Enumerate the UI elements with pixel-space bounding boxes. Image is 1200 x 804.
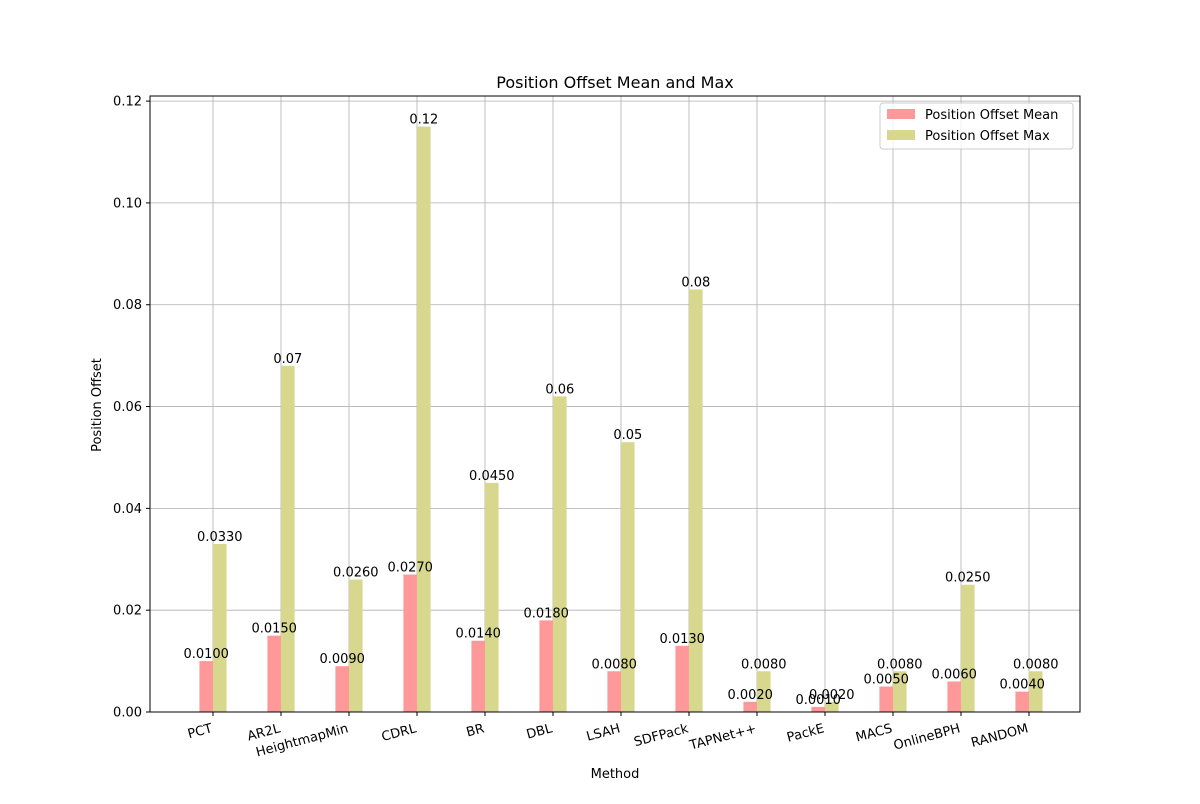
bar-max [689,289,703,712]
bar-mean [471,640,485,712]
bar-max [349,579,363,712]
bar-mean [607,671,621,712]
data-label-max: 0.08 [681,275,710,290]
data-label-mean: 0.0040 [999,678,1045,693]
x-tick-label: BR [465,721,486,740]
data-label-mean: 0.0150 [251,622,297,637]
legend-swatch-max [887,130,915,140]
bar-max [485,482,499,712]
bar-max [757,671,771,712]
plot-frame [149,95,1081,713]
legend-box [879,102,1074,150]
bar-max [1029,671,1043,712]
data-label-max: 0.0020 [809,688,855,703]
data-label-mean: 0.0100 [183,647,229,662]
bar-mean [267,635,281,712]
legend-swatch-mean [887,109,915,119]
y-tick-label: 0.08 [113,298,142,313]
data-label-mean: 0.0020 [727,688,773,703]
y-axis-label: Position Offset [90,358,105,452]
bar-mean [675,645,689,712]
bar-max [213,544,227,712]
y-tick-label: 0.12 [113,95,142,110]
bar-mean [335,666,349,712]
y-tick-label: 0.02 [113,604,142,619]
bar-mean [539,620,553,712]
x-tick-label: PCT [186,721,214,742]
y-tick-label: 0.04 [113,502,142,517]
data-label-max: 0.06 [545,382,574,397]
data-label-mean: 0.0180 [523,606,569,621]
bar-mean [811,706,825,712]
data-label-max: 0.07 [273,352,302,367]
data-label-max: 0.0080 [741,657,787,672]
bar-mean [403,574,417,712]
bar-max [825,701,839,712]
data-label-mean: 0.0060 [931,667,977,682]
data-label-max: 0.0080 [877,657,923,672]
data-label-mean: 0.0130 [659,632,705,647]
legend: Position Offset Mean Position Offset Max [879,102,1074,150]
data-label-max: 0.12 [409,113,438,128]
data-label-mean: 0.0050 [863,673,909,688]
chart-title: Position Offset Mean and Max [496,73,733,92]
data-label-max: 0.05 [613,428,642,443]
data-label-max: 0.0450 [469,469,515,484]
data-label-max: 0.0250 [945,571,991,586]
data-label-mean: 0.0090 [319,652,365,667]
data-label-mean: 0.0010 [795,693,841,708]
bar-max [553,396,567,712]
data-labels: 0.0100 0.0150 0.0090 0.0270 0.0140 0.0180 0.00… [183,113,1058,708]
y-tick-label: 0.06 [113,400,142,415]
bars [199,126,1043,712]
bar-mean [743,701,757,712]
bar-max [281,365,295,712]
data-label-max: 0.0080 [1013,657,1059,672]
bar-mean [879,686,893,712]
y-tick-label: 0.00 [113,706,142,721]
data-label-max: 0.0330 [197,530,243,545]
data-label-mean: 0.0080 [591,657,637,672]
bar-mean [947,681,961,712]
data-label-mean: 0.0270 [387,561,433,576]
x-tick-label: DBL [525,721,555,742]
data-label-mean: 0.0140 [455,627,501,642]
bar-max [893,671,907,712]
data-label-max: 0.0260 [333,566,379,581]
bar-mean [199,661,213,712]
x-axis-label: Method [591,767,640,782]
legend-label-mean: Position Offset Mean [925,108,1058,123]
bar-mean [1015,691,1029,712]
bar-max [621,442,635,712]
legend-label-max: Position Offset Max [925,129,1050,144]
bar-max [961,584,975,712]
y-tick-label: 0.10 [113,196,142,211]
bar-max [417,126,431,712]
